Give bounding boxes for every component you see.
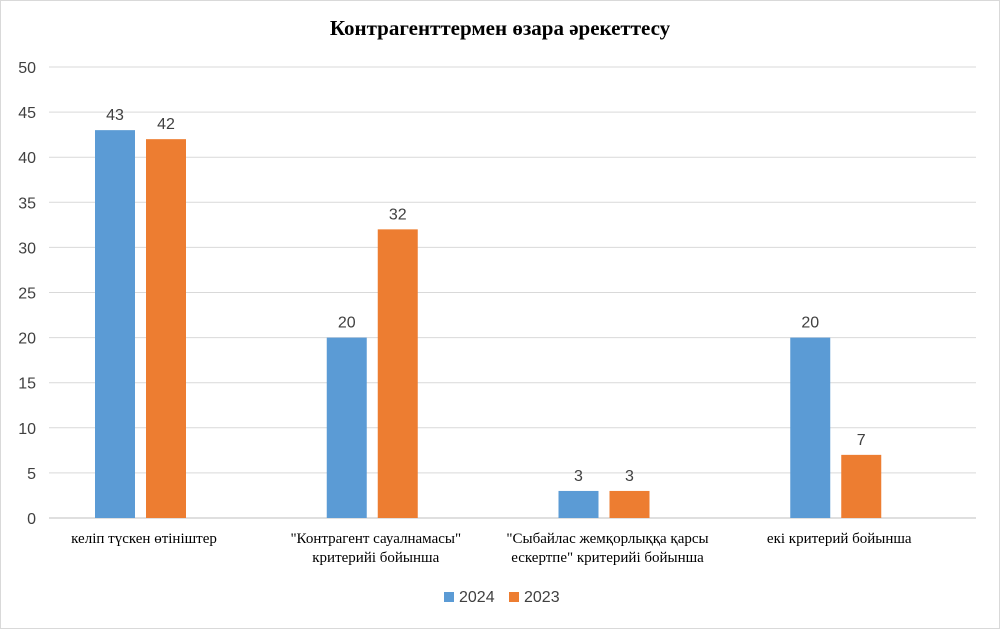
y-tick-label: 40: [18, 150, 36, 167]
category-label: "Сыбайлас жемқорлыққа қарсы: [506, 531, 708, 547]
category-label: "Контрагент сауалнамасы": [290, 531, 461, 547]
bar-2024-2: [558, 490, 599, 518]
y-tick-label: 5: [27, 466, 36, 483]
category-label: келіп түскен өтініштер: [71, 531, 217, 547]
data-label: 20: [338, 315, 356, 332]
bar-2023-0: [146, 139, 186, 518]
bar-2023-3: [841, 454, 882, 518]
data-label: 3: [574, 468, 583, 485]
y-tick-label: 15: [18, 376, 36, 393]
legend-label-2023: 2023: [524, 589, 560, 606]
y-tick-label: 25: [18, 286, 36, 303]
legend-swatch-2024: [444, 592, 454, 602]
bar-2024-0: [95, 130, 135, 518]
category-label: критерийі бойынша: [312, 550, 439, 566]
y-tick-label: 35: [18, 195, 36, 212]
y-tick-label: 10: [18, 421, 36, 438]
y-tick-label: 20: [18, 331, 36, 348]
data-label: 43: [106, 107, 124, 124]
category-label: ескертпе" критерийі бойынша: [511, 550, 704, 566]
data-label: 42: [157, 116, 175, 133]
data-label: 3: [625, 468, 634, 485]
data-label: 7: [857, 432, 866, 449]
bar-2023-2: [609, 490, 650, 518]
y-tick-label: 45: [18, 105, 36, 122]
y-tick-label: 30: [18, 240, 36, 257]
chart-title: Контрагенттермен өзара әрекеттесу: [329, 16, 671, 40]
bar-2023-1: [377, 229, 418, 519]
y-tick-label: 50: [18, 60, 36, 77]
legend-label-2024: 2024: [459, 589, 495, 606]
bar-2024-3: [790, 337, 831, 518]
category-label: екі критерий бойынша: [767, 531, 912, 547]
legend-swatch-2023: [509, 592, 519, 602]
data-label: 20: [801, 315, 819, 332]
y-tick-label: 0: [27, 511, 36, 528]
bar-2024-1: [326, 337, 367, 518]
data-label: 32: [389, 206, 407, 223]
